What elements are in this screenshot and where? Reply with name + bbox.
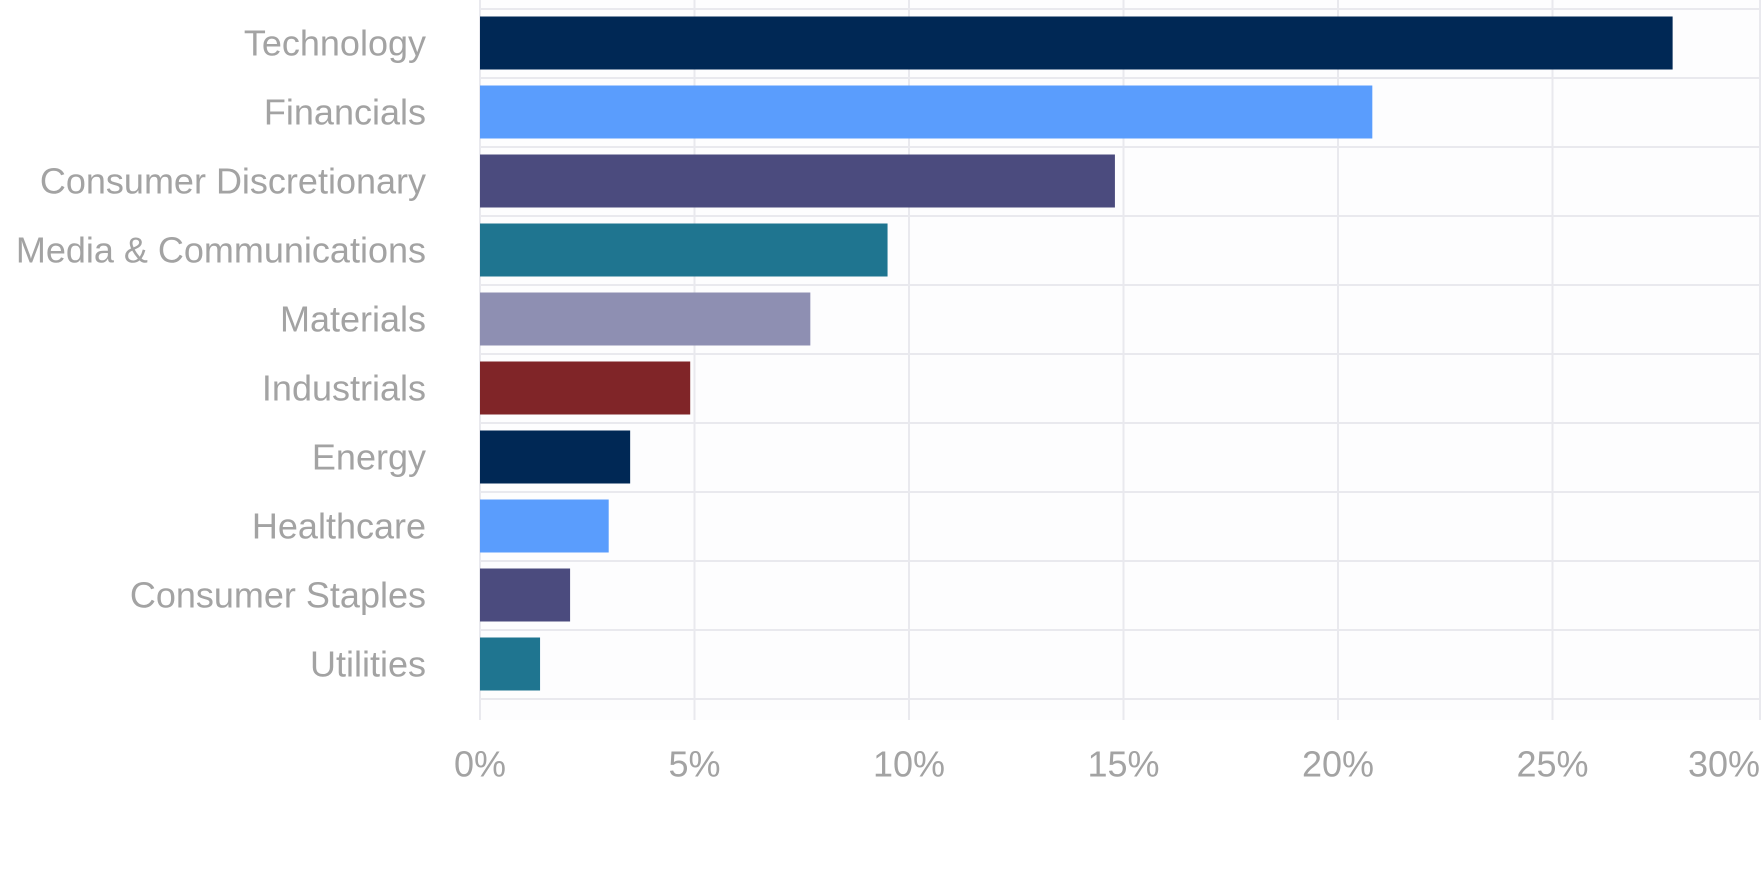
category-label-energy: Energy [312, 437, 426, 478]
bar-technology [480, 16, 1673, 70]
x-tick-label-6: 30% [1688, 744, 1760, 785]
tick-label-layer: 0% 5% 10% 15% 20% 25% 30% [454, 744, 1760, 785]
category-label-technology: Technology [244, 23, 426, 64]
category-label-consumer-discretionary: Consumer Discretionary [40, 161, 426, 202]
category-label-consumer-staples: Consumer Staples [130, 575, 426, 616]
x-tick-label-0: 0% [454, 744, 506, 785]
category-label-healthcare: Healthcare [252, 506, 426, 547]
category-label-industrials: Industrials [262, 368, 426, 409]
x-tick-label-3: 15% [1087, 744, 1159, 785]
bar-consumer-discretionary [480, 154, 1115, 208]
bar-energy [480, 430, 631, 484]
x-tick-label-4: 20% [1302, 744, 1374, 785]
category-label-financials: Financials [264, 92, 426, 133]
bar-healthcare [480, 499, 609, 553]
category-label-materials: Materials [280, 299, 426, 340]
x-tick-label-2: 10% [873, 744, 945, 785]
bar-industrials [480, 361, 691, 415]
bar-layer [480, 16, 1673, 691]
category-label-layer: Technology Financials Consumer Discretiona… [16, 23, 426, 685]
bar-financials [480, 85, 1373, 139]
bar-utilities [480, 637, 541, 691]
bar-consumer-staples [480, 568, 571, 622]
x-tick-label-5: 25% [1516, 744, 1588, 785]
x-tick-label-1: 5% [668, 744, 720, 785]
bar-materials [480, 292, 811, 346]
bar-media-and-communications [480, 223, 888, 277]
category-label-utilities: Utilities [310, 644, 426, 685]
category-label-media-and-communications: Media & Communications [16, 230, 426, 271]
